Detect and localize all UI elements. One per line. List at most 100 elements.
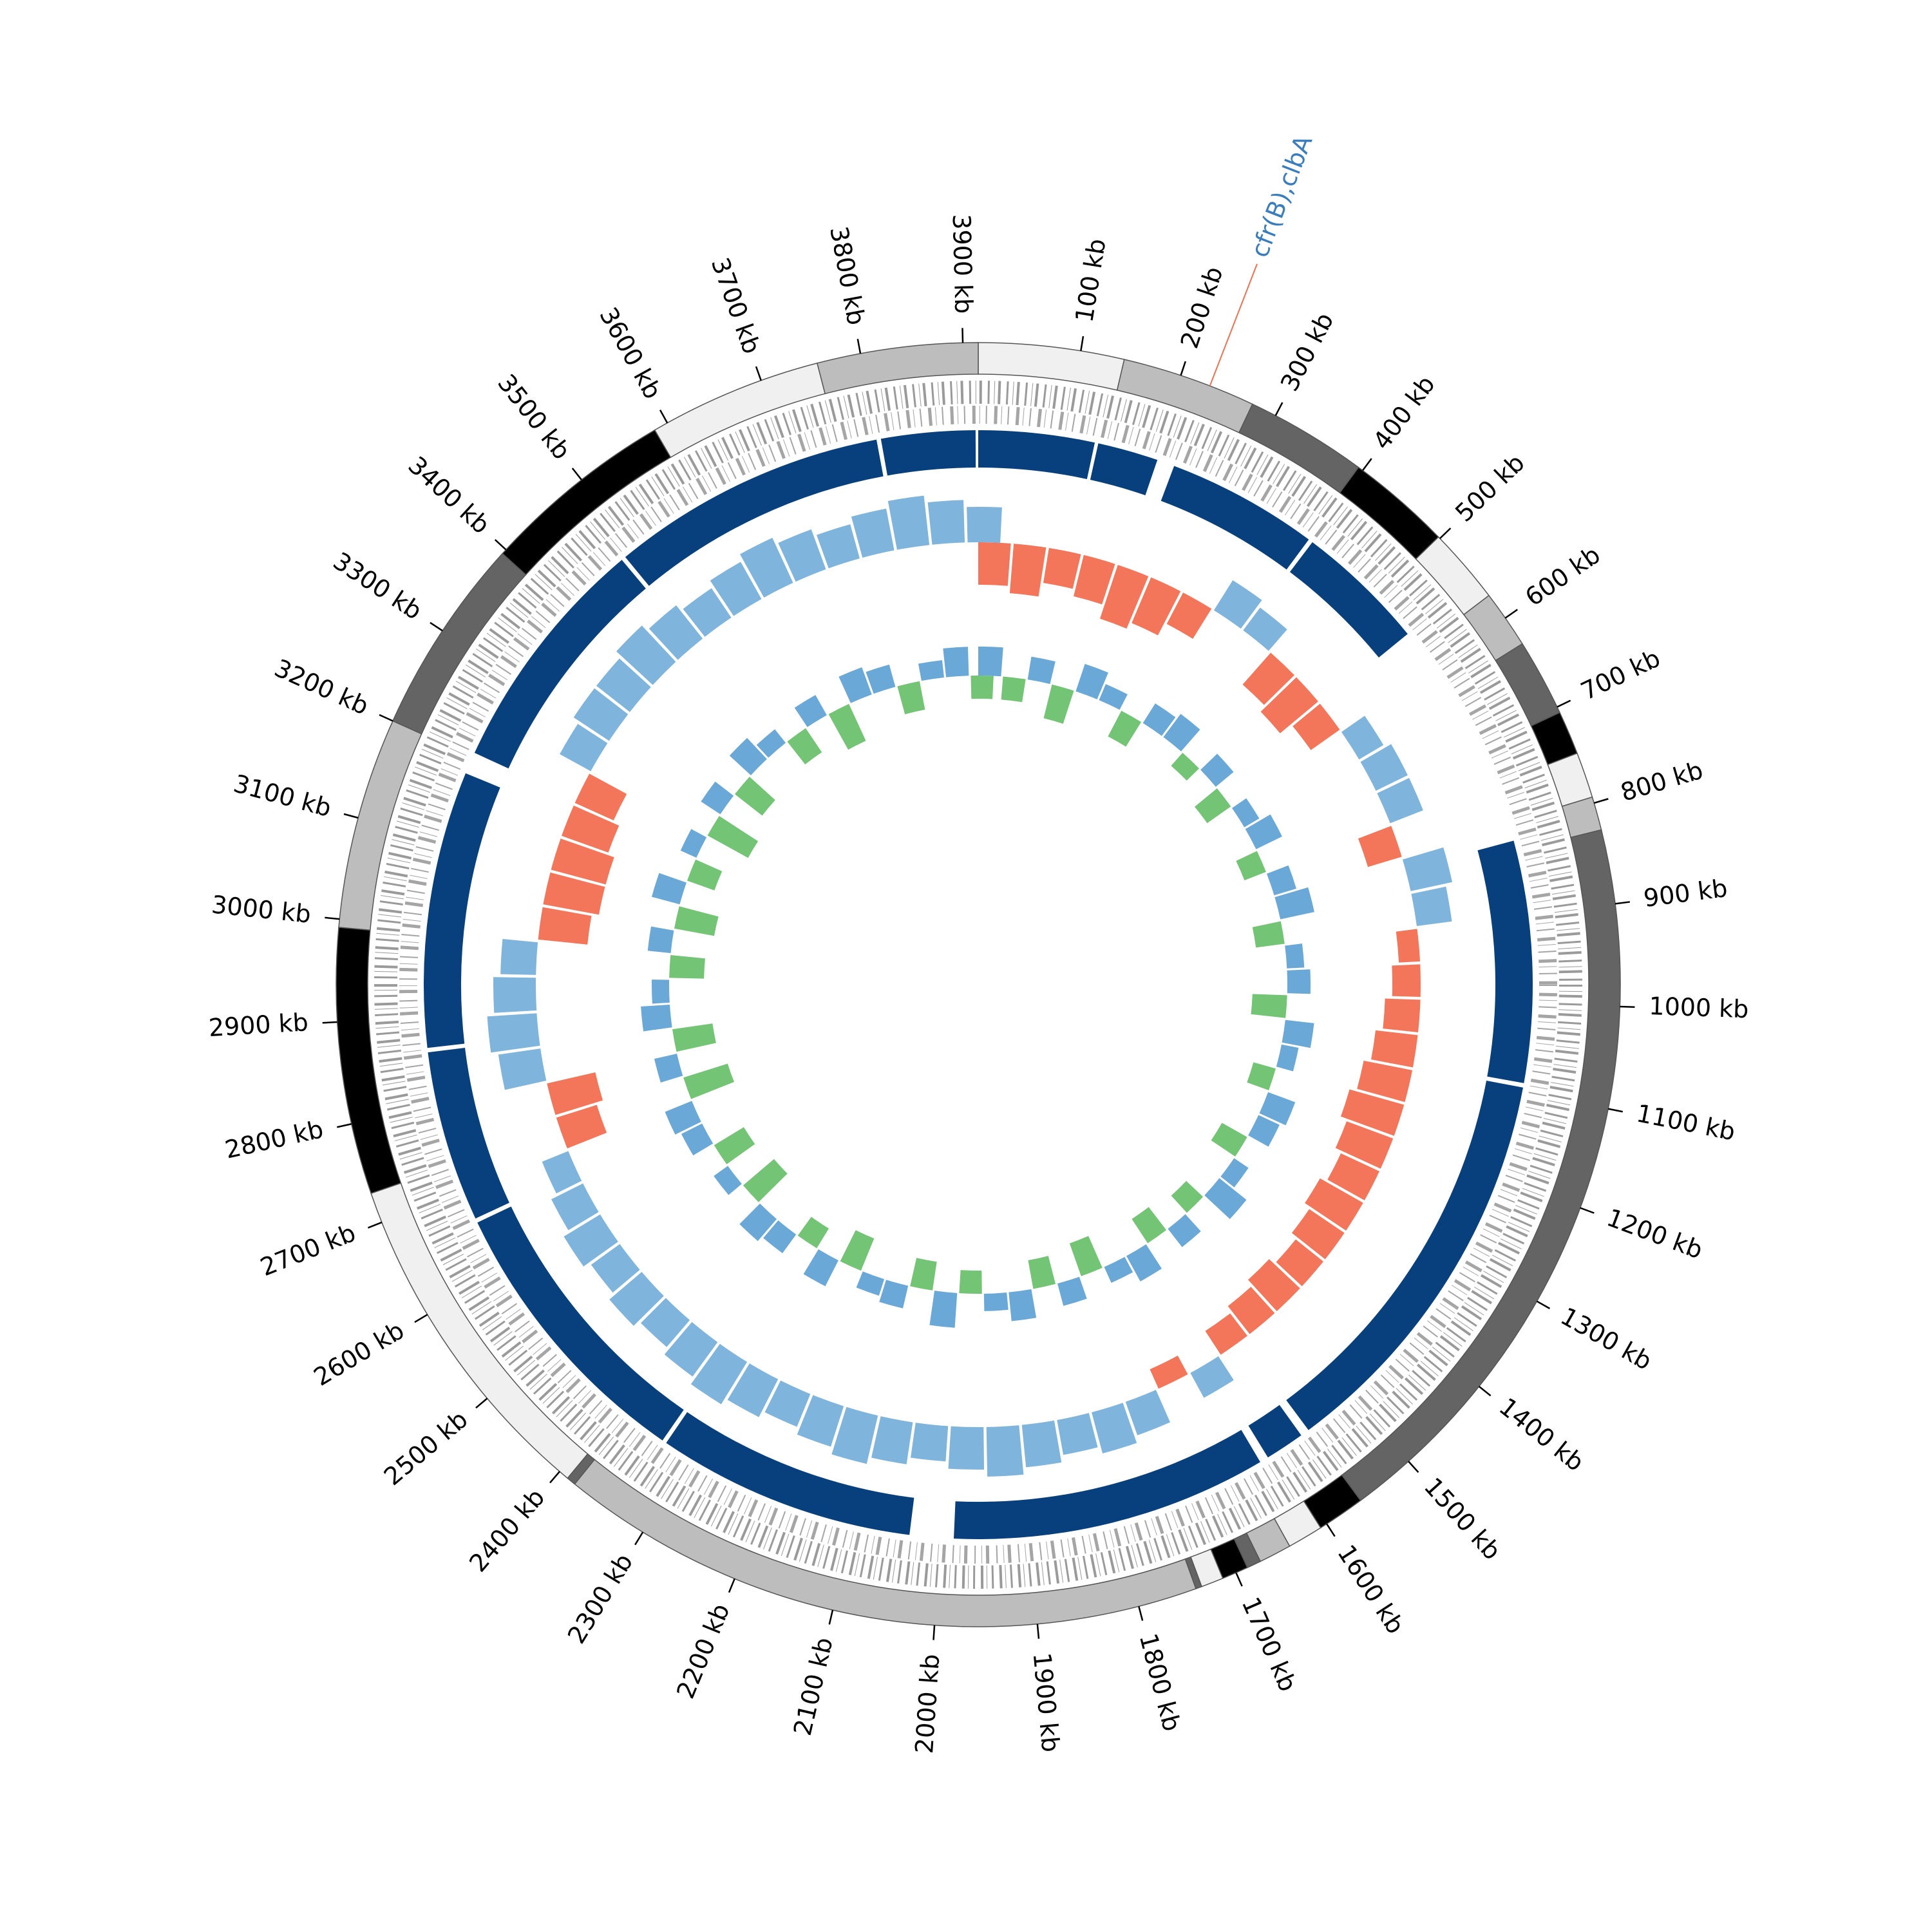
tick-mark bbox=[414, 1314, 428, 1323]
tick-label: 2100 kb bbox=[788, 1634, 838, 1738]
gc-skew-bar bbox=[1335, 1121, 1394, 1169]
gc-content-bar bbox=[866, 664, 896, 694]
tick-mark bbox=[494, 539, 507, 551]
gc-skew-bar bbox=[1383, 998, 1421, 1033]
tick-label: 3700 kb bbox=[706, 254, 766, 357]
gc-skew-bar bbox=[591, 1244, 640, 1293]
gc-content-bar bbox=[1232, 798, 1260, 828]
gc-content-bar bbox=[1075, 663, 1108, 699]
gc-skew-bar bbox=[1242, 652, 1294, 705]
gc-content-bar bbox=[654, 1054, 683, 1083]
gc-content-bar bbox=[672, 1023, 716, 1052]
tick-label: 2200 kb bbox=[671, 1600, 735, 1703]
gc-content-bar bbox=[1104, 1256, 1133, 1283]
tick-label: 1700 kb bbox=[1236, 1593, 1303, 1696]
tick-mark bbox=[337, 1123, 352, 1128]
tick-mark bbox=[828, 1609, 834, 1625]
gc-content-bar bbox=[1211, 1122, 1247, 1157]
tick-mark bbox=[1439, 527, 1452, 540]
gc-skew-bar bbox=[1150, 1355, 1188, 1389]
gc-skew-bar bbox=[542, 1151, 582, 1194]
block bbox=[1477, 840, 1533, 1083]
gc-skew-bar bbox=[1371, 1030, 1418, 1068]
gc-skew-bar bbox=[797, 1395, 844, 1447]
tick-mark bbox=[933, 1625, 936, 1640]
gc-content-bar bbox=[743, 1159, 788, 1202]
gc-skew-bar bbox=[1357, 1060, 1413, 1103]
gc-content-bar bbox=[1276, 1044, 1299, 1072]
contig-segment bbox=[1238, 403, 1359, 494]
gc-skew-bar bbox=[1213, 580, 1262, 629]
tick-label: 1000 kb bbox=[1649, 992, 1749, 1023]
block bbox=[1160, 466, 1309, 570]
tick-label: 2300 kb bbox=[562, 1549, 638, 1649]
tick-label: 3000 kb bbox=[210, 890, 312, 929]
tick-label: 1900 kb bbox=[1028, 1651, 1065, 1753]
contig-segment bbox=[574, 1459, 1197, 1627]
gc-skew-bar bbox=[560, 724, 608, 772]
gc-content-bar bbox=[959, 1270, 982, 1294]
gc-skew-bar bbox=[1125, 1390, 1170, 1435]
gc-content-bar bbox=[828, 704, 866, 750]
tick-label: 2700 kb bbox=[256, 1218, 359, 1282]
gene-ring-inner bbox=[399, 406, 1557, 1564]
gc-skew-bar bbox=[1293, 703, 1340, 750]
tick-label: 2400 kb bbox=[464, 1483, 550, 1577]
block bbox=[666, 1412, 914, 1535]
tick-mark bbox=[961, 328, 964, 343]
tick-mark bbox=[1138, 1606, 1144, 1621]
gc-skew-bar bbox=[727, 1363, 779, 1417]
gc-skew-bar bbox=[817, 524, 860, 569]
gc-skew-bar bbox=[1377, 778, 1423, 824]
gc-skew-bar bbox=[1327, 1153, 1379, 1200]
tick-label: 500 kb bbox=[1450, 448, 1530, 527]
gc-content-bar bbox=[1248, 1115, 1280, 1147]
tick-mark bbox=[1580, 1207, 1595, 1214]
tick-label: 2000 kb bbox=[910, 1653, 945, 1755]
gc-content-bar bbox=[739, 1203, 777, 1242]
gc-skew-bar bbox=[710, 562, 762, 616]
gc-content-bar bbox=[1171, 752, 1200, 781]
gc-content-bar bbox=[1245, 814, 1282, 849]
tick-mark bbox=[634, 1531, 644, 1546]
gc-skew-bar bbox=[910, 1423, 949, 1462]
gc-content-bar bbox=[1220, 1158, 1249, 1188]
gc-skew-bar bbox=[851, 508, 895, 558]
gc-content-bar bbox=[971, 676, 994, 699]
gc-skew-bar bbox=[664, 1321, 718, 1377]
annotation-line bbox=[1209, 263, 1258, 386]
gc-skew-bar bbox=[498, 1048, 547, 1090]
gc-skew-bar bbox=[538, 907, 592, 945]
gc-skew-bar bbox=[1074, 554, 1115, 605]
gc-skew-bar bbox=[616, 625, 676, 685]
gc-content-bar bbox=[803, 1249, 838, 1287]
gc-content-bar bbox=[1282, 1019, 1314, 1048]
gc-skew-bar bbox=[986, 1425, 1024, 1477]
gc-skew-bar bbox=[649, 605, 703, 660]
tick-label: 3400 kb bbox=[402, 451, 495, 539]
tick-label: 2600 kb bbox=[309, 1316, 410, 1391]
gc-skew-bar bbox=[1360, 744, 1408, 791]
tick-label: 2800 kb bbox=[222, 1115, 326, 1164]
gc-content-bar bbox=[680, 829, 707, 858]
block bbox=[1289, 542, 1408, 658]
gc-skew-bar bbox=[1396, 929, 1421, 963]
gc-content-bar bbox=[701, 781, 734, 815]
gc-skew-bar bbox=[690, 1343, 748, 1405]
gc-skew-bar bbox=[948, 1426, 985, 1470]
contig-segment bbox=[1339, 466, 1439, 560]
tick-label: 1100 kb bbox=[1634, 1099, 1738, 1146]
gc-content-bar bbox=[929, 1291, 958, 1328]
gc-content-bar bbox=[1028, 1256, 1056, 1289]
gc-content-bar bbox=[1099, 684, 1128, 710]
gc-skew-bar bbox=[551, 1183, 599, 1231]
block bbox=[477, 1206, 684, 1441]
gc-content-bar bbox=[1171, 1180, 1204, 1213]
gc-skew-bar bbox=[547, 1072, 603, 1115]
gene-ring-outer bbox=[374, 381, 1582, 1589]
gc-content-bar bbox=[1274, 887, 1314, 920]
tick-mark bbox=[1235, 1572, 1243, 1587]
gc-skew-bar bbox=[564, 1214, 618, 1267]
block bbox=[1286, 1080, 1524, 1430]
